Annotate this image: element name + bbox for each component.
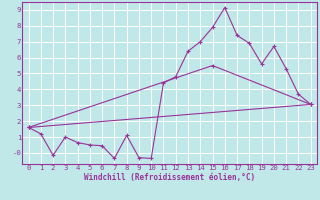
- X-axis label: Windchill (Refroidissement éolien,°C): Windchill (Refroidissement éolien,°C): [84, 173, 255, 182]
